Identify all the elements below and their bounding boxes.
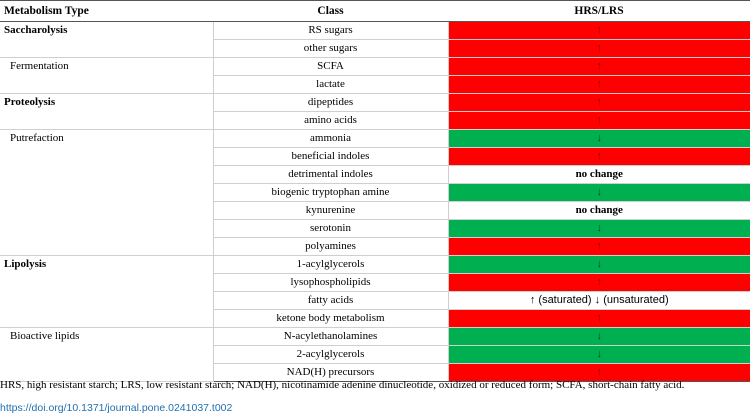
class-cell: SCFA xyxy=(213,57,449,76)
table-row: Putrefaction ammonia ↓ xyxy=(0,129,750,256)
class-cell: other sugars xyxy=(213,39,449,58)
class-cell: fatty acids xyxy=(213,291,449,310)
table-row: fatty acids ↑ (saturated) ↓ (unsaturated) xyxy=(0,291,750,310)
class-cell: 1-acylglycerols xyxy=(213,255,449,274)
class-cell: detrimental indoles xyxy=(213,165,449,184)
table-row: lactate ↑ xyxy=(0,75,750,94)
hrs-lrs-result-cell: ↑ xyxy=(448,75,750,94)
hrs-lrs-result-cell: ↑ xyxy=(448,273,750,292)
hrs-lrs-result-cell: ↓ xyxy=(448,219,750,238)
metabolism-type-cell: Putrefaction xyxy=(0,129,214,256)
class-cell: biogenic tryptophan amine xyxy=(213,183,449,202)
hrs-lrs-result-cell: ↓ xyxy=(448,183,750,202)
table-row: kynurenine no change xyxy=(0,201,750,220)
hrs-lrs-result-cell: ↑ xyxy=(448,57,750,76)
hrs-lrs-result-cell: ↑ xyxy=(448,237,750,256)
hrs-lrs-result-cell: no change xyxy=(448,165,750,184)
header-hrs-lrs: HRS/LRS xyxy=(448,0,750,22)
metabolism-type-cell: Saccharolysis xyxy=(0,21,214,58)
table-row: Bioactive lipids N-acylethanolamines ↓ xyxy=(0,327,750,382)
metabolism-type-cell: Fermentation xyxy=(0,57,214,94)
table-row: detrimental indoles no change xyxy=(0,165,750,184)
hrs-lrs-result-cell: ↓ xyxy=(448,129,750,148)
header-metabolism-type: Metabolism Type xyxy=(0,0,213,22)
doi-link[interactable]: https://doi.org/10.1371/journal.pone.024… xyxy=(0,402,233,414)
table-row: NAD(H) precursors ↑ xyxy=(0,363,750,382)
table-row: Fermentation SCFA ↑ xyxy=(0,57,750,94)
table-row: Proteolysis dipeptides ↑ xyxy=(0,93,750,130)
table-row: serotonin ↓ xyxy=(0,219,750,238)
metabolism-type-cell: Lipolysis xyxy=(0,255,214,328)
hrs-lrs-result-cell: ↑ xyxy=(448,93,750,112)
table-row: other sugars ↑ xyxy=(0,39,750,58)
hrs-lrs-result-cell: ↑ xyxy=(448,147,750,166)
class-cell: 2-acylglycerols xyxy=(213,345,449,364)
class-cell: dipeptides xyxy=(213,93,449,112)
header-class: Class xyxy=(213,0,448,22)
table-row: lysophospholipids ↑ xyxy=(0,273,750,292)
table-row: Saccharolysis RS sugars ↑ xyxy=(0,21,750,58)
hrs-lrs-result-cell: no change xyxy=(448,201,750,220)
hrs-lrs-result-cell: ↓ xyxy=(448,327,750,346)
hrs-lrs-result-cell: ↑ xyxy=(448,309,750,328)
hrs-lrs-result-cell: ↓ xyxy=(448,255,750,274)
hrs-lrs-result-cell: ↓ xyxy=(448,345,750,364)
class-cell: N-acylethanolamines xyxy=(213,327,449,346)
table-row: ketone body metabolism ↑ xyxy=(0,309,750,328)
class-cell: beneficial indoles xyxy=(213,147,449,166)
class-cell: RS sugars xyxy=(213,21,449,40)
table-row: amino acids ↑ xyxy=(0,111,750,130)
class-cell: serotonin xyxy=(213,219,449,238)
hrs-lrs-result-cell: ↑ xyxy=(448,39,750,58)
metabolism-type-cell: Bioactive lipids xyxy=(0,327,214,382)
hrs-lrs-result-cell: ↑ xyxy=(448,363,750,382)
table-row: Lipolysis 1-acylglycerols ↓ xyxy=(0,255,750,328)
table-row: polyamines ↑ xyxy=(0,237,750,256)
class-cell: NAD(H) precursors xyxy=(213,363,449,382)
table-body: Saccharolysis RS sugars ↑ other sugars ↑ Ferm… xyxy=(0,21,750,382)
table-footnote: HRS, high resistant starch; LRS, low res… xyxy=(0,379,685,391)
class-cell: lactate xyxy=(213,75,449,94)
hrs-lrs-result-cell: ↑ xyxy=(448,21,750,40)
table-header-row: Metabolism Type Class HRS/LRS xyxy=(0,0,750,22)
metabolism-type-cell: Proteolysis xyxy=(0,93,214,130)
table-row: biogenic tryptophan amine ↓ xyxy=(0,183,750,202)
class-cell: lysophospholipids xyxy=(213,273,449,292)
table-row: 2-acylglycerols ↓ xyxy=(0,345,750,364)
hrs-lrs-result-cell: ↑ (saturated) ↓ (unsaturated) xyxy=(448,291,750,310)
metabolism-table: Metabolism Type Class HRS/LRS Saccharoly… xyxy=(0,0,750,382)
class-cell: polyamines xyxy=(213,237,449,256)
class-cell: amino acids xyxy=(213,111,449,130)
class-cell: kynurenine xyxy=(213,201,449,220)
table-row: beneficial indoles ↑ xyxy=(0,147,750,166)
hrs-lrs-result-cell: ↑ xyxy=(448,111,750,130)
class-cell: ammonia xyxy=(213,129,449,148)
class-cell: ketone body metabolism xyxy=(213,309,449,328)
